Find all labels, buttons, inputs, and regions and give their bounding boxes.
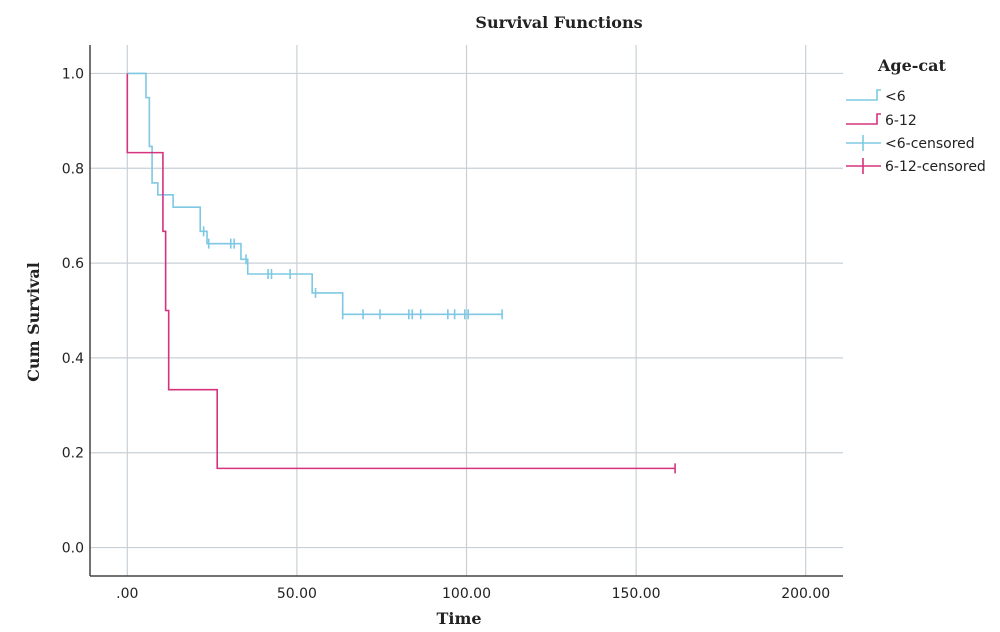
y-tick-label: 0.4	[62, 351, 84, 367]
y-tick-label: 0.6	[62, 256, 84, 272]
x-tick-label: 50.00	[277, 586, 317, 602]
y-tick-labels: 0.0 0.2 0.4 0.6 0.8 1.0	[62, 66, 84, 556]
legend-label: <6-censored	[885, 136, 975, 152]
x-tick-label: 150.00	[612, 586, 661, 602]
legend-label: 6-12	[885, 113, 917, 129]
legend-swatch	[846, 113, 881, 125]
legend-label: 6-12-censored	[885, 159, 986, 175]
series-line-lt6	[127, 72, 503, 316]
legend-title: Age-cat	[877, 56, 947, 75]
grid	[90, 45, 843, 576]
x-tick-label: .00	[116, 586, 138, 602]
legend-swatch	[846, 89, 881, 101]
series-line-6-12	[126, 73, 676, 470]
x-tick-labels: .00 50.00 100.00 150.00 200.00	[116, 586, 830, 602]
series-layer	[126, 72, 676, 474]
y-tick-label: 0.0	[62, 541, 84, 557]
y-tick-label: 1.0	[62, 66, 84, 82]
x-tick-label: 100.00	[442, 586, 491, 602]
x-tick-label: 200.00	[781, 586, 830, 602]
legend-label: <6	[885, 89, 906, 105]
y-axis-label: Cum Survival	[24, 262, 43, 382]
y-tick-label: 0.8	[62, 161, 84, 177]
x-axis-label: Time	[436, 609, 481, 628]
chart-title: Survival Functions	[475, 13, 642, 32]
legend: Age-cat <6 6-12 <6-censored 6-12-censored	[846, 56, 986, 175]
y-tick-label: 0.2	[62, 446, 84, 462]
